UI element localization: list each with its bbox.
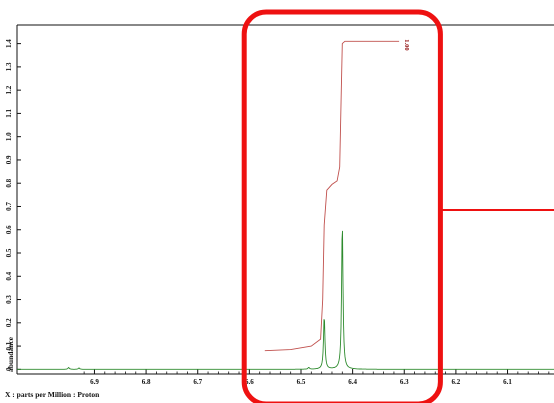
y-tick-label: 1.1: [5, 109, 13, 118]
x-tick-label: 6.1: [503, 378, 512, 386]
y-tick-label: 0.5: [5, 248, 13, 257]
x-tick-label: 6.2: [452, 378, 461, 386]
y-tick-label: 0.6: [5, 225, 13, 234]
y-axis-title: abundance: [6, 336, 15, 372]
x-tick-label: 6.7: [193, 378, 202, 386]
y-tick-label: 0.1: [5, 341, 13, 350]
x-axis-ticks: 6.9 6.8 6.7 6.6 6.5 6.4 6.3 6.2 6.1: [83, 369, 550, 386]
integral-series-line: [264, 40, 400, 352]
y-tick-label: 0.3: [5, 295, 13, 304]
integral-value-label: 1.00: [403, 39, 410, 50]
x-tick-label: 6.5: [297, 378, 306, 386]
y-tick-label: 0.2: [5, 318, 13, 327]
highlight-box: [241, 9, 443, 403]
x-tick-label: 6.6: [245, 378, 254, 386]
x-tick-label: 6.9: [90, 378, 99, 386]
spectrum-series-line: [17, 230, 554, 370]
y-tick-label: 1.4: [5, 39, 13, 48]
y-tick-label: 0.8: [5, 178, 13, 187]
x-axis-title: X : parts per Million : Proton: [5, 390, 100, 399]
y-tick-label: 0.4: [5, 271, 13, 280]
x-tick-label: 6.3: [400, 378, 409, 386]
y-tick-label: 1.2: [5, 85, 13, 94]
y-tick-label: 0: [5, 367, 13, 371]
y-tick-label: 0.9: [5, 155, 13, 164]
x-tick-label: 6.8: [142, 378, 151, 386]
y-axis-ticks: 0 0.1 0.2 0.3 0.4 0.5 0.6 0.7 0.8 0.9 1.0 1.1 1.2 1.3…: [5, 39, 21, 371]
frame: [16, 24, 554, 375]
y-tick-label: 1.0: [5, 132, 13, 141]
y-tick-label: 0.7: [5, 202, 13, 211]
y-tick-label: 1.3: [5, 62, 13, 71]
x-tick-label: 6.4: [348, 378, 357, 386]
